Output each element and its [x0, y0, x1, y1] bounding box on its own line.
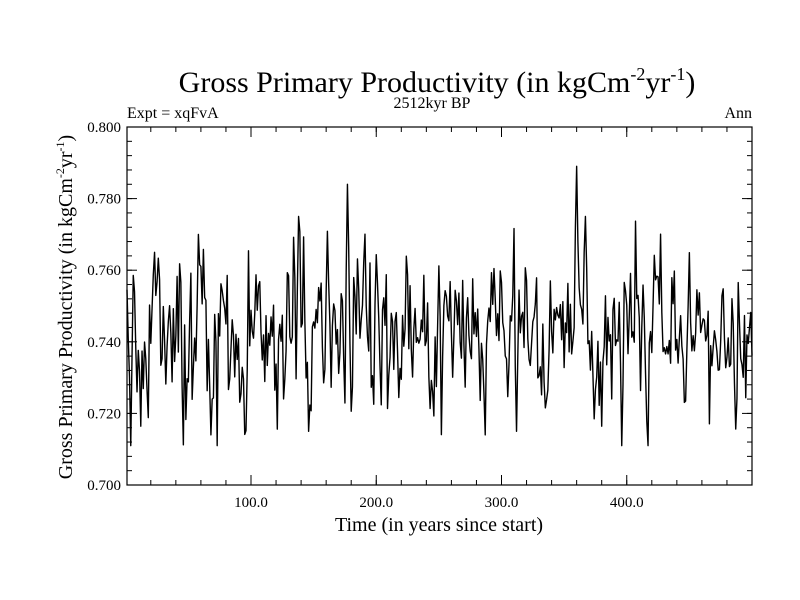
series-line-ann — [126, 165, 753, 447]
y-tick-label: 0.780 — [87, 192, 121, 208]
chart-title: Gross Primary Productivity (in kgCm-2yr-… — [179, 64, 696, 99]
period-label: 2512kyr BP — [394, 95, 471, 112]
x-axis-label: Time (in years since start) — [335, 514, 543, 536]
x-tick-label: 300.0 — [485, 495, 519, 511]
season-label: Ann — [724, 105, 752, 122]
y-tick-label: 0.760 — [87, 263, 121, 279]
y-tick-label: 0.740 — [87, 335, 121, 351]
y-tick-label: 0.720 — [87, 406, 121, 422]
x-tick-label: 200.0 — [359, 495, 393, 511]
x-tick-label: 100.0 — [234, 495, 268, 511]
x-tick-label: 400.0 — [610, 495, 644, 511]
y-tick-label: 0.700 — [87, 478, 121, 494]
experiment-label: Expt = xqFvA — [127, 105, 219, 122]
series-layer — [126, 165, 753, 447]
plot-frame — [126, 126, 753, 486]
y-axis-label: Gross Primary Productivity (in kgCm-2yr-… — [53, 135, 77, 479]
ticks-layer: 0.700 0.720 0.740 0.760 0.780 0.800 100.0 200.0… — [87, 120, 752, 511]
y-tick-label: 0.800 — [87, 120, 121, 136]
